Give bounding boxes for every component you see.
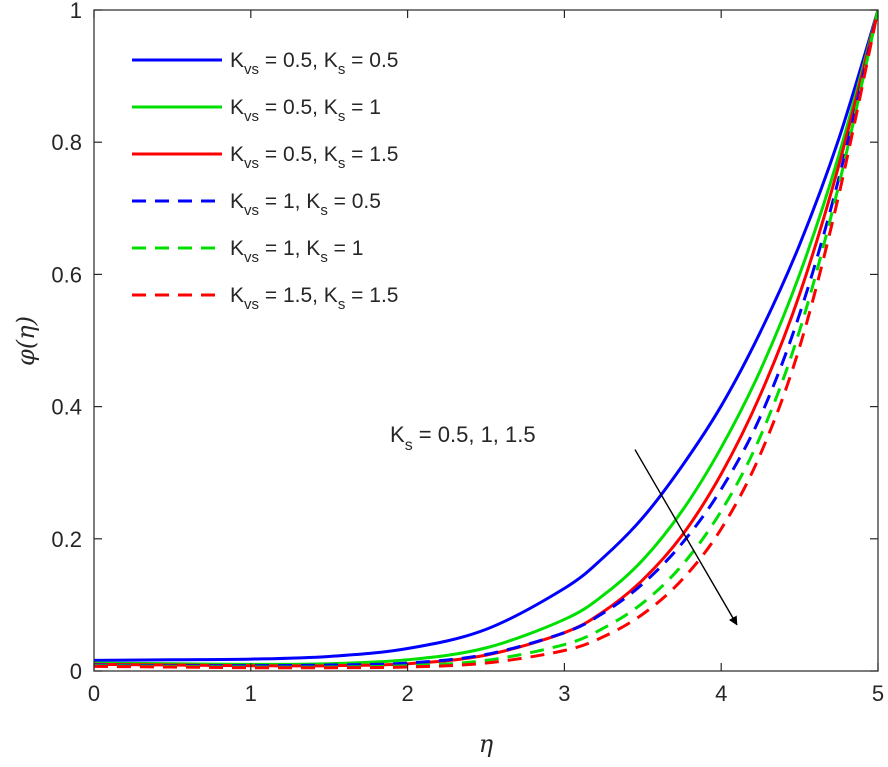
legend-text-part: K	[230, 284, 244, 307]
legend-text-part: K	[230, 96, 244, 119]
legend-text-part: = 1, K	[259, 237, 320, 260]
legend-entry-4: Kvs = 1, Ks = 0.5	[230, 190, 381, 219]
series-layer	[94, 10, 878, 670]
y-tick-label: 0.4	[51, 395, 82, 420]
legend-entry-1: Kvs = 0.5, Ks = 0.5	[230, 49, 398, 78]
legend-text-part: = 0.5, K	[259, 49, 338, 72]
legend-text-part: = 0.5	[345, 49, 398, 72]
legend-text-part: K	[230, 49, 244, 72]
tick-layer: 0 1 2 3 4 5 0 0.2 0.4 0.6 0.8 1	[51, 0, 884, 706]
annotation-label: Ks = 0.5, 1, 1.5	[390, 422, 536, 454]
x-tick-label: 4	[715, 681, 727, 706]
legend-subscript: vs	[244, 155, 259, 172]
legend-subscript: vs	[244, 296, 259, 313]
legend-text-part: K	[230, 237, 244, 260]
annotation-arrow	[634, 449, 738, 626]
series-line-6	[94, 10, 878, 670]
legend-text-part: = 0.5, K	[259, 143, 338, 166]
y-tick-label: 0.8	[51, 130, 82, 155]
plot-frame	[93, 9, 879, 672]
legend-subscript: s	[338, 296, 346, 313]
legend-text-part: = 0.5, K	[259, 96, 338, 119]
series-line-4	[94, 10, 878, 668]
annotation: Ks = 0.5, 1, 1.5	[390, 422, 738, 626]
legend-entry-2: Kvs = 0.5, Ks = 1	[230, 96, 381, 125]
y-tick-label: 1	[70, 0, 82, 23]
x-tick-label: 3	[558, 681, 570, 706]
legend-text-part: = 0.5	[328, 190, 381, 213]
y-axis-label: φ(η)	[12, 316, 40, 366]
legend-subscript: vs	[244, 61, 259, 78]
legend-text-part: K	[230, 143, 244, 166]
annotation-values: = 0.5, 1, 1.5	[413, 422, 536, 447]
legend-text-part: = 1.5	[345, 143, 398, 166]
legend-subscript: vs	[244, 108, 259, 125]
y-tick-label: 0.6	[51, 262, 82, 287]
legend-subscript: s	[320, 249, 328, 266]
annotation-k: K	[390, 422, 405, 447]
plot-background	[94, 10, 878, 671]
annotation-sub: s	[405, 437, 413, 454]
legend-text-part: = 1	[345, 96, 381, 119]
x-tick-label: 5	[872, 681, 884, 706]
legend-text-part: = 1	[328, 237, 364, 260]
legend-subscript: vs	[244, 202, 259, 219]
legend-subscript: s	[320, 202, 328, 219]
legend-text-part: = 1.5, K	[259, 284, 338, 307]
legend-subscript: vs	[244, 249, 259, 266]
legend-subscript: s	[338, 108, 346, 125]
x-tick-label: 1	[245, 681, 257, 706]
legend-subscript: s	[338, 155, 346, 172]
legend-entry-3: Kvs = 0.5, Ks = 1.5	[230, 143, 398, 172]
x-tick-label: 0	[88, 681, 100, 706]
series-line-1	[94, 10, 878, 662]
legend-entry-5: Kvs = 1, Ks = 1	[230, 237, 363, 266]
legend-subscript: s	[338, 61, 346, 78]
legend-text-part: K	[230, 190, 244, 213]
y-tick-label: 0	[70, 659, 82, 684]
y-tick-label: 0.2	[51, 527, 82, 552]
legend-text-part: = 1, K	[259, 190, 320, 213]
x-tick-label: 2	[401, 681, 413, 706]
legend-text-part: = 1.5	[345, 284, 398, 307]
legend-entry-6: Kvs = 1.5, Ks = 1.5	[230, 284, 398, 313]
x-axis-label: η	[479, 730, 494, 758]
